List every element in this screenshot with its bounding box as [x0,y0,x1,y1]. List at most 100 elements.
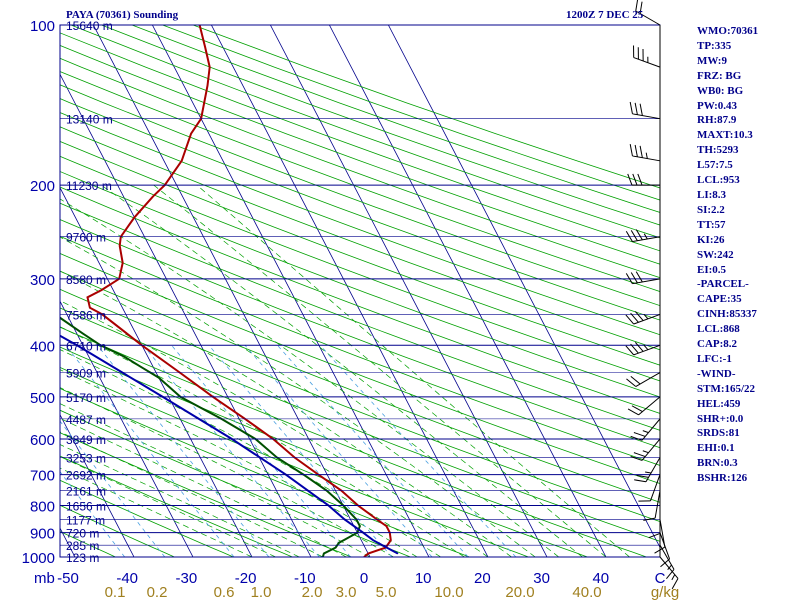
wind-barb [633,45,661,68]
moist-adiabat [60,403,371,557]
wind-barb [627,173,660,186]
valid-time: 1200Z 7 DEC 25 [566,9,644,21]
wind-barb-flag [637,173,643,186]
plot-frame [59,24,661,558]
isotherm-line [60,186,253,557]
temperature-point [152,195,154,197]
wind-barb [638,474,661,502]
wind-barb-flag [632,173,638,186]
dewpoint-point [123,356,125,358]
isotherm-line [0,25,16,557]
moist-adiabat [60,431,323,557]
wind-barb-flag [629,101,633,114]
temperature-tick-label: 20 [474,570,491,587]
wind-barb-flag [634,311,644,321]
index-entry: LCL:868 [697,323,740,336]
mixing-ratio-line [277,345,469,557]
height-label: 1656 m [66,499,106,513]
temperature-point [100,289,102,291]
index-entry: SHR+:0.0 [697,412,744,425]
wind-barb-flag [671,574,676,581]
wind-barb-flag [645,152,648,159]
dry-adiabat [60,288,660,523]
index-entry: LFC:-1 [697,352,732,365]
mixing-ratio-label: 20.0 [505,584,534,600]
temperature-tick-label: 30 [533,570,550,587]
wind-barb [626,372,661,387]
pressure-tick-label: 200 [30,178,55,195]
dry-adiabat [60,171,660,398]
temperature-point [190,133,192,135]
dry-adiabat [60,155,660,382]
dry-adiabat [60,253,660,485]
dry-adiabat [60,409,411,557]
wind-barb-flag [625,230,633,242]
wind-barb-flag [667,564,672,570]
wind-barb-flag [625,273,633,284]
isotherm-line [211,25,489,557]
dry-adiabat [60,219,660,449]
wind-barb-flag [630,435,643,441]
wind-barb-flag [671,578,679,590]
wind-barb-flag [648,532,661,539]
index-entry: BSHR:126 [697,472,748,485]
index-entry: LCL:953 [697,174,740,187]
dry-adiabat [60,140,660,366]
wind-barb-flag [639,1,643,14]
wind-barb-flag [643,517,656,521]
index-entry: TP:335 [697,39,732,52]
pressure-tick-label: 100 [30,18,55,35]
dry-adiabat [60,270,660,503]
dry-adiabat [60,57,660,279]
wind-barb-flag [630,272,638,284]
wind-barb-flag [634,102,638,115]
temperature-point [385,525,387,527]
wind-barb [629,144,661,162]
index-entry: TT:57 [697,218,726,231]
mixing-ratio-label: 1.0 [251,584,272,600]
pressure-tick-label: 300 [30,272,55,289]
wind-barb-flag [634,144,638,157]
moist-adiabat [60,369,418,557]
moist-adiabat [60,236,536,557]
wind-barb-flag [633,432,646,437]
height-label: 15640 m [66,19,113,33]
wind-barb [625,229,661,243]
dewpoint-point [141,366,143,368]
index-entry: LI:8.3 [697,188,727,201]
moist-adiabat [60,387,394,557]
wind-barb-flag [642,430,649,434]
dewpoint-point [359,525,361,527]
mixing-ratio-label: 40.0 [572,584,601,600]
wind-barb [627,396,661,416]
dry-adiabat [60,84,660,307]
wind-barb-flag [630,343,639,354]
mixing-ratio-label: 0.6 [214,584,235,600]
height-label: 720 m [66,527,99,541]
mixing-ratio-line [142,345,320,557]
height-label: 2692 m [66,469,106,483]
index-entry: STM:165/22 [697,382,756,395]
isotherm-line [93,25,371,557]
moist-adiabat [60,467,253,557]
temperature-point [206,85,209,87]
mixing-ratio-label: 3.0 [336,584,357,600]
temperature-tick-label: C [655,570,666,587]
wind-barb-staff [632,155,661,162]
wind-barb [629,101,661,120]
dry-adiabat [70,25,660,239]
index-entry: L57:7.5 [697,159,733,172]
mixing-ratio-line [171,345,351,557]
pressure-tick-label: 700 [30,468,55,485]
temperature-point [204,46,206,48]
wind-barb-flag [625,314,635,325]
wind-barb-staff [633,57,661,68]
height-label: 6710 m [66,339,106,353]
dewpoint-point [158,377,160,379]
index-entry: BRN:0.3 [697,457,738,470]
wind-barb [625,311,661,325]
wind-barb [635,0,661,26]
moist-adiabat [60,417,347,557]
dry-adiabat [101,25,660,226]
height-label: 2161 m [66,485,106,499]
